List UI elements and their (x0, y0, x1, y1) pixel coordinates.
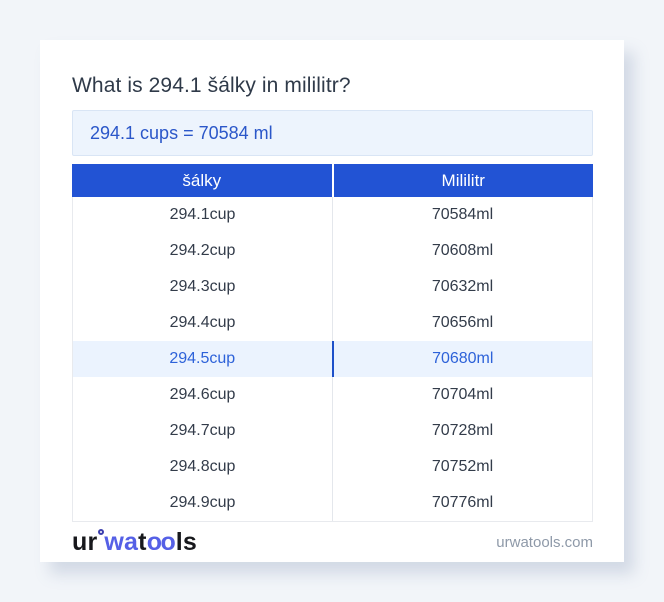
table-cell-ml: 70704ml (431, 386, 494, 403)
card-footer: ur watools urwatools.com (72, 522, 593, 563)
table-header-mililitr: Mililitr (441, 170, 485, 190)
table-row[interactable]: 294.9cup 70776ml (73, 485, 592, 521)
table-cell-ml: 70752ml (431, 458, 494, 475)
conversion-table: šálky Mililitr 294.1cup 70584ml 294.2cup 70… (72, 164, 593, 522)
table-row[interactable]: 294.3cup 70632ml (73, 269, 592, 305)
table-cell-ml: 70680ml (432, 350, 494, 367)
table-cell-ml: 70656ml (431, 314, 494, 331)
table-header-cups: šálky (72, 164, 334, 197)
table-row[interactable]: 294.8cup 70752ml (73, 449, 592, 485)
table-cell-cups: 294.6cup (73, 377, 333, 413)
logo-text-dark: t (138, 528, 147, 556)
logo-glasses-icon: oo (146, 528, 176, 556)
table-cell-ml: 70728ml (431, 422, 494, 439)
logo-ring-icon (98, 529, 105, 535)
table-row[interactable]: 294.5cup 70680ml (73, 341, 592, 377)
table-row[interactable]: 294.7cup 70728ml (73, 413, 592, 449)
table-cell-cups: 294.8cup (73, 449, 333, 485)
table-cell-cups: 294.5cup (73, 341, 334, 377)
site-logo[interactable]: ur watools (72, 528, 197, 557)
converter-card: What is 294.1 šálky in mililitr? 294.1 c… (40, 40, 624, 562)
conversion-result-box: 294.1 cups = 70584 ml (72, 110, 593, 156)
table-cell-ml: 70584ml (431, 206, 494, 223)
table-row[interactable]: 294.4cup 70656ml (73, 305, 592, 341)
table-header-row: šálky Mililitr (72, 164, 593, 197)
logo-text-accent: wa (104, 528, 139, 556)
table-cell-cups: 294.1cup (73, 197, 333, 233)
table-row[interactable]: 294.6cup 70704ml (73, 377, 592, 413)
table-body: 294.1cup 70584ml 294.2cup 70608ml 294.3cup 70… (72, 197, 593, 522)
table-cell-ml: 70632ml (431, 278, 494, 295)
conversion-result-text: 294.1 cups = 70584 ml (90, 122, 273, 143)
table-row[interactable]: 294.1cup 70584ml (73, 197, 592, 233)
logo-text-dark: ls (175, 528, 197, 556)
table-cell-cups: 294.4cup (73, 305, 333, 341)
page-title: What is 294.1 šálky in mililitr? (72, 74, 351, 97)
table-cell-ml: 70776ml (431, 494, 494, 511)
table-cell-cups: 294.7cup (73, 413, 333, 449)
table-cell-cups: 294.9cup (73, 485, 333, 521)
site-domain: urwatools.com (496, 534, 593, 551)
table-cell-cups: 294.2cup (73, 233, 333, 269)
table-cell-ml: 70608ml (431, 242, 494, 259)
table-cell-cups: 294.3cup (73, 269, 333, 305)
table-row[interactable]: 294.2cup 70608ml (73, 233, 592, 269)
logo-text-dark: ur (72, 528, 98, 556)
